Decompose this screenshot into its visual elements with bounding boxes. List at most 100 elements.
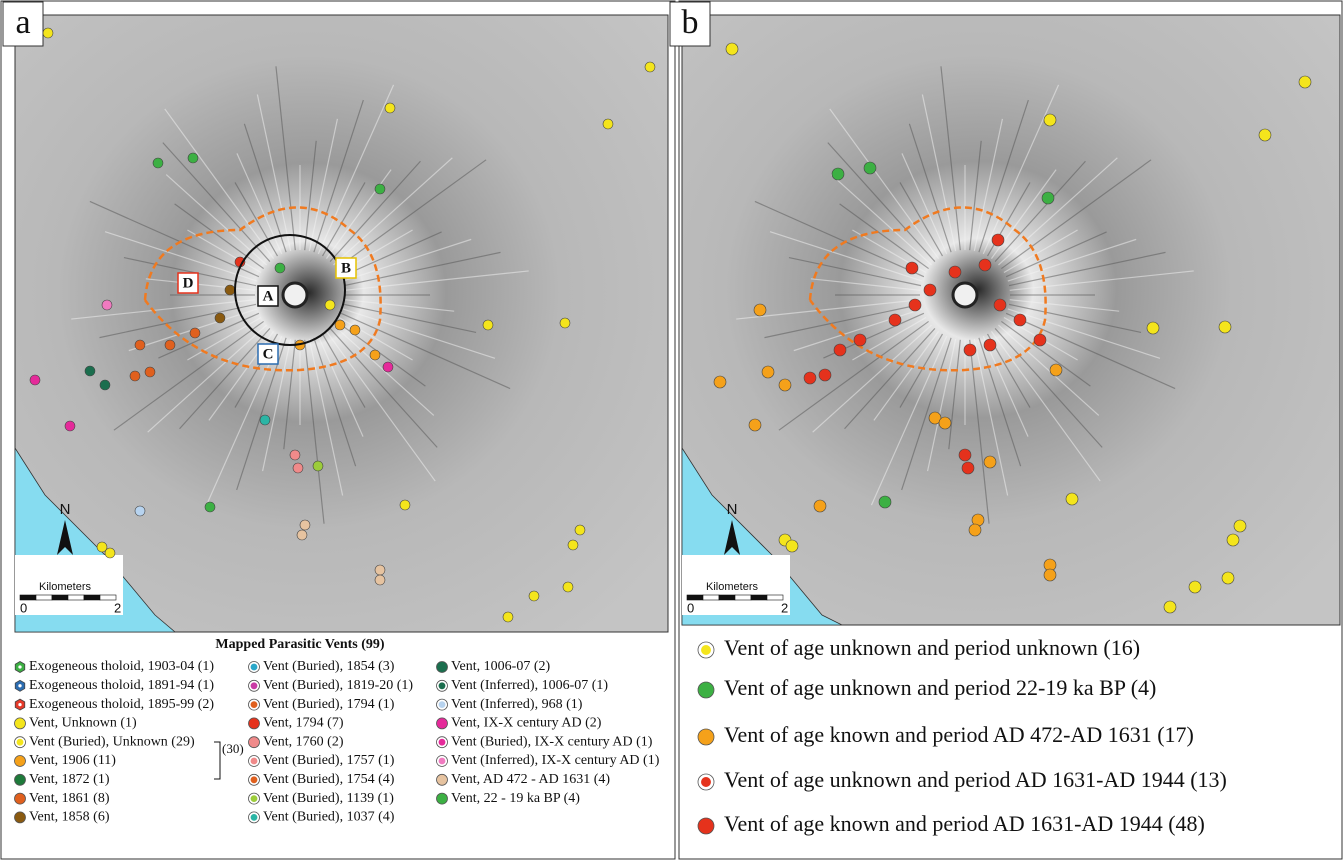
vent-dot	[334, 319, 346, 331]
legend-symbol	[18, 702, 22, 707]
vent-dot	[748, 418, 762, 432]
ridge	[174, 203, 264, 270]
ridge	[329, 328, 438, 448]
ridge	[829, 108, 940, 259]
scale-segment	[99, 594, 117, 601]
vent-dot	[831, 167, 845, 181]
scale-start: 0	[20, 600, 27, 615]
vent-dot	[528, 590, 540, 602]
vent-dot	[299, 519, 311, 531]
vent-dot	[1049, 363, 1063, 377]
map-label-box	[257, 343, 279, 365]
legend-symbol	[250, 701, 258, 709]
ridge	[901, 153, 948, 255]
vent-dot	[958, 448, 972, 462]
legend-bracket	[214, 741, 221, 780]
legend-label: Vent (Buried), 1794 (1)	[263, 697, 395, 712]
vent-dot	[399, 499, 411, 511]
caldera-boundary	[808, 206, 1047, 372]
bracket-label: (30)	[222, 741, 244, 756]
vent-dot	[324, 299, 336, 311]
ridge	[899, 333, 944, 408]
north-arrow	[724, 520, 740, 555]
vent-dot	[993, 298, 1007, 312]
ridge	[754, 200, 925, 278]
legend-label: Vent, 1006-07 (2)	[451, 659, 550, 674]
vent-dot	[813, 499, 827, 513]
legend-label: Vent, IX-X century AD (2)	[451, 716, 602, 731]
vent-dot	[905, 261, 919, 275]
ridge	[256, 94, 292, 252]
vent-dot	[908, 298, 922, 312]
ridge	[994, 160, 1086, 262]
map-relief	[681, 14, 1341, 626]
vent-dot	[713, 375, 727, 389]
ridge	[736, 299, 921, 320]
ridge	[338, 316, 413, 361]
legend-label: Vent (Buried), 1854 (3)	[263, 659, 395, 674]
legend-symbol	[438, 738, 446, 746]
vent-dot	[374, 574, 386, 586]
ridge	[333, 324, 435, 416]
vent-dot	[1013, 313, 1027, 327]
ridge	[812, 324, 932, 433]
legend-symbol	[701, 777, 711, 787]
ridge	[948, 339, 961, 450]
ridge	[99, 303, 257, 339]
scale-end: 2	[114, 600, 121, 615]
ridge	[342, 308, 496, 359]
ridge	[321, 333, 366, 408]
ridge	[162, 142, 271, 262]
legend-label: Vent (Buried), 1139 (1)	[263, 791, 394, 806]
ridge	[344, 299, 455, 312]
vent-dot	[644, 61, 656, 73]
ridge	[978, 337, 1022, 467]
legend-label: Vent, 1861 (8)	[29, 791, 110, 806]
ridge	[283, 339, 296, 450]
scale-unit: Kilometers	[39, 581, 91, 593]
vent-dot	[224, 284, 236, 296]
scale-segment	[702, 594, 720, 601]
map-label: D	[183, 275, 194, 291]
ridge	[844, 328, 936, 430]
ridge	[71, 299, 256, 320]
vent-dot	[1033, 333, 1047, 347]
ridge	[901, 337, 952, 491]
vent-dot	[1043, 113, 1057, 127]
ridge	[304, 339, 325, 524]
ridge	[998, 157, 1118, 266]
vent-dot	[818, 368, 832, 382]
vent-dot	[803, 371, 817, 385]
vent-dot	[101, 299, 113, 311]
map-label-box	[257, 285, 279, 307]
scale-segment	[67, 594, 85, 601]
ridge	[1009, 270, 1194, 291]
vent-dot	[1163, 600, 1177, 614]
vent-dot	[1065, 492, 1079, 506]
ridge	[793, 308, 923, 352]
ridge	[343, 303, 477, 334]
vent-dot	[349, 324, 361, 336]
ridge	[321, 182, 366, 257]
vent-dot	[923, 283, 937, 297]
vent-dot	[1043, 568, 1057, 582]
vent-dot	[312, 460, 324, 472]
ridge	[340, 312, 511, 390]
vent-dot	[384, 102, 396, 114]
legend-label: Vent (Buried), 1757 (1)	[263, 753, 395, 768]
scale-box	[682, 555, 790, 615]
ridge	[852, 316, 927, 361]
ridge	[165, 174, 267, 266]
ridge	[998, 324, 1100, 416]
scale-unit: Kilometers	[706, 581, 758, 593]
ridge	[1005, 312, 1176, 390]
ridge	[908, 123, 952, 253]
legend-symbol	[436, 773, 448, 786]
legend-label: Vent (Buried), IX-X century AD (1)	[451, 734, 653, 749]
ridge	[333, 157, 453, 266]
vent-dot	[482, 319, 494, 331]
vent-dot	[96, 541, 108, 553]
scale-segment	[766, 594, 784, 601]
ridge	[810, 278, 921, 291]
